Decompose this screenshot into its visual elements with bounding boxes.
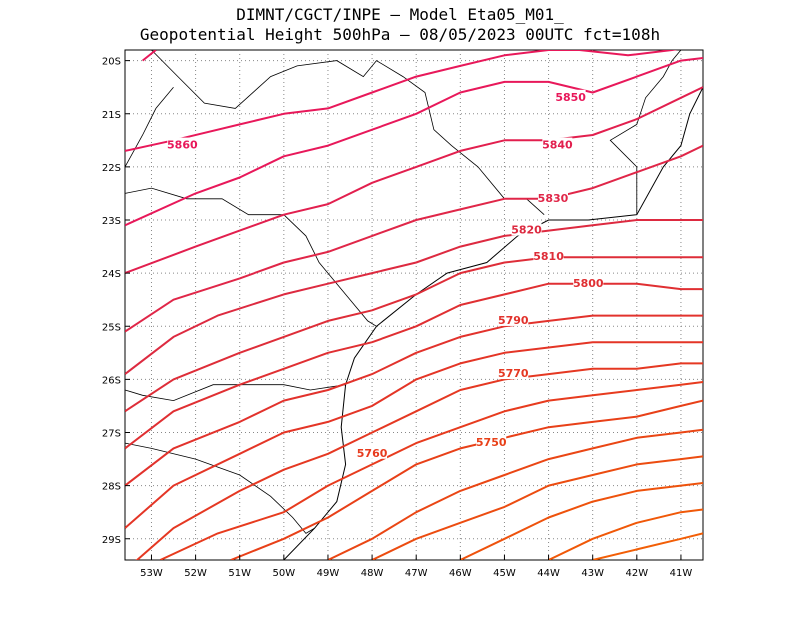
contour-5830 bbox=[125, 144, 703, 333]
state-border bbox=[609, 50, 682, 215]
contour-label-bg bbox=[555, 89, 586, 103]
contour-label-bg bbox=[542, 137, 573, 151]
x-tick-label: 50W bbox=[273, 568, 296, 579]
contour-label-5850: 5850 bbox=[555, 91, 586, 104]
contour-5700 bbox=[592, 532, 703, 560]
axis-ticks: 53W 52W 51W 50W 49W 48W 47W 46W 45W 44W 43W 42W 41W 2… bbox=[102, 57, 692, 579]
y-tick-label: 23S bbox=[102, 216, 121, 227]
contour-label-bg bbox=[533, 249, 564, 263]
y-tick-label: 27S bbox=[102, 429, 121, 440]
contour-5720 bbox=[459, 482, 703, 560]
contour-5840 bbox=[125, 86, 703, 275]
x-tick-label: 52W bbox=[184, 568, 207, 579]
x-tick-label: 46W bbox=[449, 568, 472, 579]
state-border bbox=[125, 86, 174, 168]
contour-label-5800: 5800 bbox=[573, 277, 604, 290]
map-frame bbox=[124, 49, 704, 561]
y-tick-label: 28S bbox=[102, 482, 121, 493]
contour-label-bg bbox=[498, 312, 529, 326]
y-tick-label: 21S bbox=[102, 110, 121, 121]
contour-label-5840: 5840 bbox=[542, 139, 573, 152]
contour-label-5810: 5810 bbox=[533, 250, 564, 263]
contour-label-5750: 5750 bbox=[476, 436, 507, 449]
contour-label-5830: 5830 bbox=[538, 192, 569, 205]
height-contours: 5860 5850 5840 5830 5820 5810 5800 5790 5770 5760… bbox=[125, 50, 703, 560]
x-tick-label: 45W bbox=[493, 568, 516, 579]
y-tick-label: 25S bbox=[102, 322, 121, 333]
contour-label-bg bbox=[357, 445, 388, 459]
x-tick-label: 44W bbox=[537, 568, 560, 579]
chart-title-line1: DIMNT/CGCT/INPE – Model Eta05_M01_ bbox=[236, 5, 564, 24]
state-border bbox=[125, 442, 315, 534]
contour-5790 bbox=[125, 314, 703, 487]
x-tick-label: 48W bbox=[361, 568, 384, 579]
contour-5860 bbox=[125, 50, 679, 152]
x-tick-label: 49W bbox=[317, 568, 340, 579]
contour-5780 bbox=[125, 341, 703, 529]
contour-label-5760: 5760 bbox=[357, 447, 388, 460]
chart-title-line2: Geopotential Height 500hPa – 08/05/2023 … bbox=[139, 25, 661, 44]
x-tick-label: 43W bbox=[581, 568, 604, 579]
y-tick-label: 24S bbox=[102, 269, 121, 280]
contour-label-5790: 5790 bbox=[498, 314, 529, 327]
x-tick-label: 47W bbox=[405, 568, 428, 579]
y-tick-label: 26S bbox=[102, 375, 121, 386]
contour-5810 bbox=[125, 256, 703, 413]
contour-5820 bbox=[125, 219, 703, 375]
contour-5710 bbox=[548, 508, 703, 560]
contour-label-5770: 5770 bbox=[498, 367, 529, 380]
contour-label-bg bbox=[511, 222, 542, 236]
contour-5740 bbox=[327, 428, 703, 560]
contour-label-5820: 5820 bbox=[511, 224, 542, 237]
x-tick-label: 53W bbox=[140, 568, 163, 579]
y-tick-label: 20S bbox=[102, 57, 121, 68]
contour-label-bg bbox=[476, 435, 507, 449]
state-border bbox=[151, 50, 545, 215]
contour-label-bg bbox=[573, 275, 604, 289]
contour-label-bg bbox=[167, 137, 198, 151]
contour-5770 bbox=[135, 362, 703, 560]
x-tick-label: 42W bbox=[626, 568, 649, 579]
contour-label-bg bbox=[498, 366, 529, 380]
x-tick-label: 41W bbox=[670, 568, 693, 579]
contour-5800 bbox=[125, 282, 703, 450]
contour-5870 bbox=[141, 50, 157, 62]
y-tick-label: 29S bbox=[102, 535, 121, 546]
contour-5730 bbox=[371, 455, 703, 560]
y-tick-label: 22S bbox=[102, 163, 121, 174]
x-tick-label: 51W bbox=[228, 568, 251, 579]
lat-lon-grid bbox=[125, 50, 703, 560]
coastline bbox=[283, 86, 703, 560]
contour-5850 bbox=[125, 57, 703, 227]
contour-label-5860: 5860 bbox=[167, 139, 198, 152]
contour-label-bg bbox=[537, 190, 568, 204]
contour-5760 bbox=[159, 381, 703, 560]
